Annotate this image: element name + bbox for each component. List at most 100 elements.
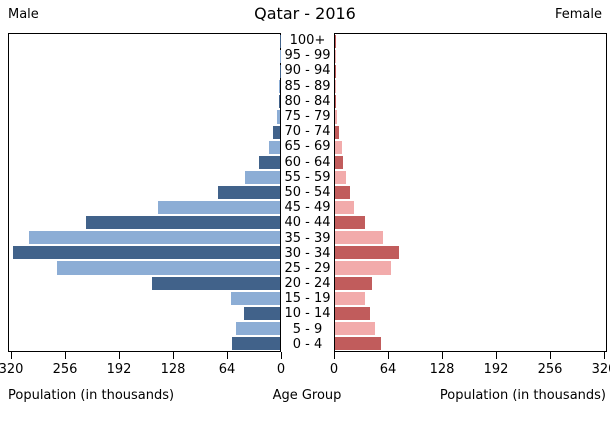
male-bar: [236, 321, 280, 335]
age-group-label: 10 - 14: [284, 306, 331, 322]
female-bar: [335, 321, 375, 335]
axis-tick: [281, 352, 282, 359]
female-bar: [335, 140, 342, 154]
axis-tick: [227, 352, 228, 359]
female-side-label: Female: [554, 7, 602, 22]
female-bar: [335, 201, 355, 215]
age-group-label: 15 - 19: [284, 291, 331, 307]
axis-tick: [496, 352, 497, 359]
female-bars-panel: [334, 33, 607, 352]
male-bar: [279, 80, 280, 94]
axis-tick-label: 64: [379, 362, 397, 377]
age-group-label: 50 - 54: [284, 184, 331, 200]
female-row: [335, 291, 606, 306]
axis-tick-label: 128: [160, 362, 186, 377]
age-group-label: 20 - 24: [284, 276, 331, 292]
male-bar: [279, 95, 280, 109]
female-row: [335, 125, 606, 140]
male-bar: [277, 110, 280, 124]
male-row: [9, 185, 280, 200]
age-group-label: 90 - 94: [284, 63, 331, 79]
male-bar: [151, 276, 280, 290]
axis-tick-label: 192: [483, 362, 509, 377]
female-axis-caption: Population (in thousands): [439, 388, 606, 403]
female-row: [335, 94, 606, 109]
female-row: [335, 79, 606, 94]
male-row: [9, 306, 280, 321]
female-bar: [335, 216, 366, 230]
female-bar: [335, 185, 350, 200]
age-group-label: 55 - 59: [284, 169, 331, 185]
male-bar: [231, 291, 280, 305]
female-row: [335, 260, 606, 275]
male-bars-panel: [8, 33, 281, 352]
female-row: [335, 49, 606, 64]
age-group-label: 25 - 29: [284, 260, 331, 276]
male-row: [9, 321, 280, 336]
male-row: [9, 291, 280, 306]
male-row: [9, 276, 280, 291]
female-row: [335, 230, 606, 245]
female-bar: [335, 110, 338, 124]
male-bar: [57, 261, 280, 275]
male-row: [9, 230, 280, 245]
female-row: [335, 200, 606, 215]
male-row: [9, 200, 280, 215]
female-row: [335, 185, 606, 200]
axis-tick-label: 320: [0, 362, 24, 377]
female-bar: [335, 291, 365, 305]
male-row: [9, 245, 280, 260]
female-row: [335, 170, 606, 185]
male-bar: [85, 216, 280, 230]
age-group-label: 100+: [289, 33, 326, 49]
axis-tick: [604, 352, 605, 359]
male-bar: [273, 125, 280, 139]
age-group-label: 75 - 79: [284, 109, 331, 125]
age-group-label: 65 - 69: [284, 139, 331, 155]
male-row: [9, 109, 280, 124]
male-axis-caption: Population (in thousands): [8, 388, 175, 403]
age-group-label: 40 - 44: [284, 215, 331, 231]
age-group-label: 5 - 9: [292, 321, 323, 337]
age-group-label: 0 - 4: [292, 336, 323, 352]
axis-tick-label: 64: [218, 362, 236, 377]
female-row: [335, 155, 606, 170]
male-row: [9, 64, 280, 79]
axis-tick: [388, 352, 389, 359]
male-row: [9, 215, 280, 230]
female-row: [335, 215, 606, 230]
axis-tick: [11, 352, 12, 359]
age-group-label: 95 - 99: [284, 48, 331, 64]
male-bar: [28, 231, 280, 245]
axis-tick: [119, 352, 120, 359]
male-row: [9, 155, 280, 170]
female-row: [335, 34, 606, 49]
male-row: [9, 79, 280, 94]
axis-tick: [334, 352, 335, 359]
axis-tick-label: 256: [537, 362, 563, 377]
male-row: [9, 94, 280, 109]
female-row: [335, 321, 606, 336]
age-group-axis: 100+ 95 - 99 90 - 94 85 - 89 80 - 84 75 - 79 7…: [281, 33, 334, 352]
female-bar: [335, 276, 373, 290]
male-side-label: Male: [8, 7, 39, 22]
female-bar: [335, 261, 391, 275]
axis-tick-label: 0: [329, 362, 339, 377]
male-bar: [231, 336, 280, 350]
male-bar: [243, 306, 280, 320]
age-group-label: 30 - 34: [284, 245, 331, 261]
female-row: [335, 245, 606, 260]
female-bar: [335, 125, 339, 139]
female-bar: [335, 170, 346, 184]
female-row: [335, 306, 606, 321]
male-row: [9, 49, 280, 64]
age-group-label: 35 - 39: [284, 230, 331, 246]
axis-tick-label: 256: [52, 362, 78, 377]
female-bar: [335, 336, 381, 350]
age-group-label: 80 - 84: [284, 93, 331, 109]
female-row: [335, 140, 606, 155]
male-bar: [269, 140, 280, 154]
female-row: [335, 336, 606, 351]
male-bar: [13, 246, 280, 260]
female-bar: [335, 246, 400, 260]
